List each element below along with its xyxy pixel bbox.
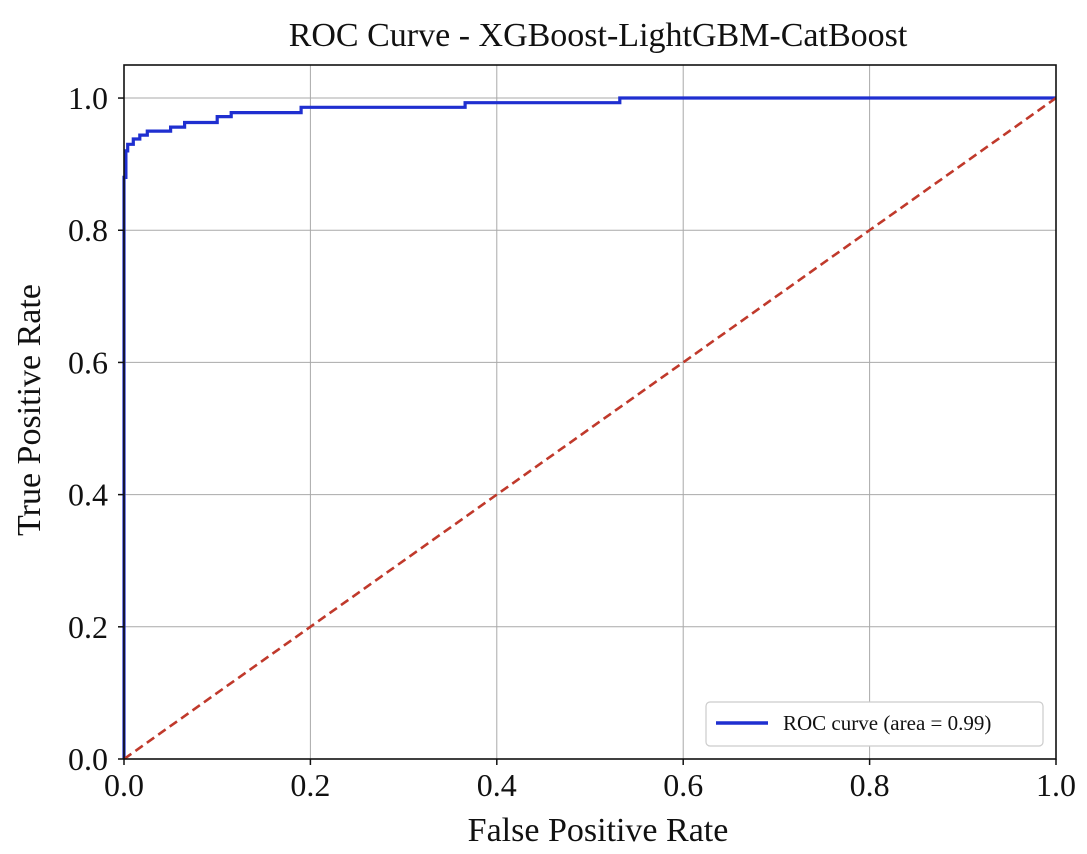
chart-title: ROC Curve - XGBoost-LightGBM-CatBoost bbox=[289, 17, 908, 54]
y-axis-label: True Positive Rate bbox=[11, 284, 48, 536]
ticks: 0.0 0.2 0.4 0.6 0.8 1.0 0.0 0.2 0.4 0.6 0.8 1.0 bbox=[68, 80, 1076, 803]
x-tick-label: 1.0 bbox=[1036, 767, 1076, 803]
y-tick-label: 1.0 bbox=[68, 80, 108, 116]
legend-box bbox=[705, 701, 1044, 747]
x-tick-label: 0.6 bbox=[663, 767, 703, 803]
x-tick-label: 0.8 bbox=[850, 767, 890, 803]
legend-label: ROC curve (area = 0.99) bbox=[783, 711, 991, 735]
x-tick-label: 0.2 bbox=[290, 767, 330, 803]
x-tick-label: 0.4 bbox=[477, 767, 517, 803]
y-tick-label: 0.0 bbox=[68, 741, 108, 777]
legend: ROC curve (area = 0.99) bbox=[705, 701, 1044, 747]
y-tick-label: 0.8 bbox=[68, 212, 108, 248]
y-tick-label: 0.2 bbox=[68, 609, 108, 645]
x-tick-label: 0.0 bbox=[104, 767, 144, 803]
grid bbox=[123, 65, 1057, 760]
roc-curve-line bbox=[122, 96, 1056, 759]
x-axis-label: False Positive Rate bbox=[468, 812, 729, 849]
y-tick-label: 0.4 bbox=[68, 477, 108, 513]
y-tick-label: 0.6 bbox=[68, 344, 108, 380]
chance-diagonal-line bbox=[123, 96, 1057, 761]
plot-series bbox=[122, 96, 1057, 761]
axes-frame bbox=[123, 64, 1057, 760]
